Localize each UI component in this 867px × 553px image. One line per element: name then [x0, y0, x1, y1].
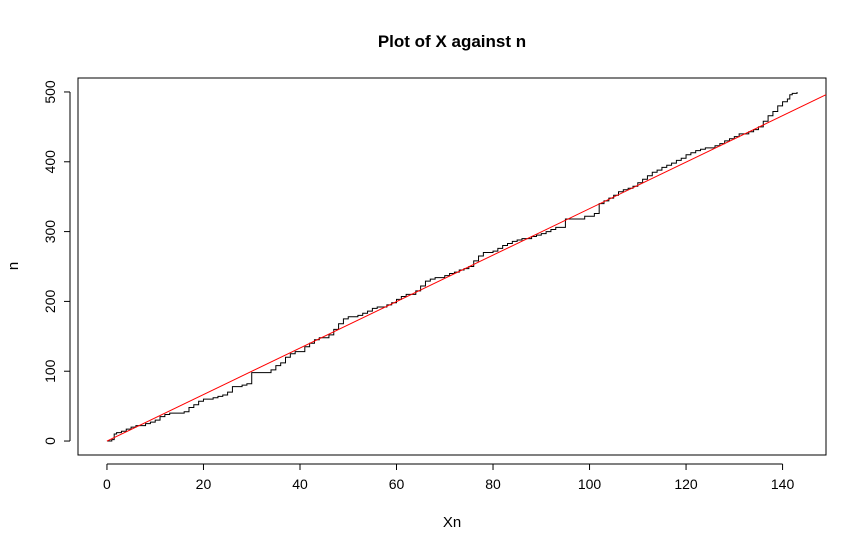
x-tick-label: 60 — [389, 476, 405, 492]
y-tick-label: 500 — [42, 80, 58, 104]
y-tick-label: 0 — [42, 437, 58, 445]
x-tick-label: 0 — [103, 476, 111, 492]
y-tick-label: 400 — [42, 150, 58, 174]
series-group — [106, 91, 826, 442]
x-tick-label: 80 — [485, 476, 501, 492]
x-tick-label: 40 — [292, 476, 308, 492]
chart-title: Plot of X against n — [378, 32, 526, 51]
x-tick-label: 120 — [674, 476, 698, 492]
y-tick-label: 100 — [42, 359, 58, 383]
x-axis-label: Xn — [443, 514, 461, 531]
fit-line — [106, 94, 826, 442]
x-axis: 0 20 40 60 80 100 120 140 — [103, 463, 795, 492]
plot-area — [77, 77, 827, 456]
y-axis: 0 100 200 300 400 500 — [42, 80, 71, 445]
step-series-line — [106, 91, 798, 442]
x-tick-label: 20 — [196, 476, 212, 492]
y-tick-label: 300 — [42, 220, 58, 244]
y-tick-label: 200 — [42, 290, 58, 314]
x-tick-label: 140 — [771, 476, 795, 492]
y-axis-label: n — [5, 262, 22, 270]
x-tick-label: 100 — [578, 476, 602, 492]
